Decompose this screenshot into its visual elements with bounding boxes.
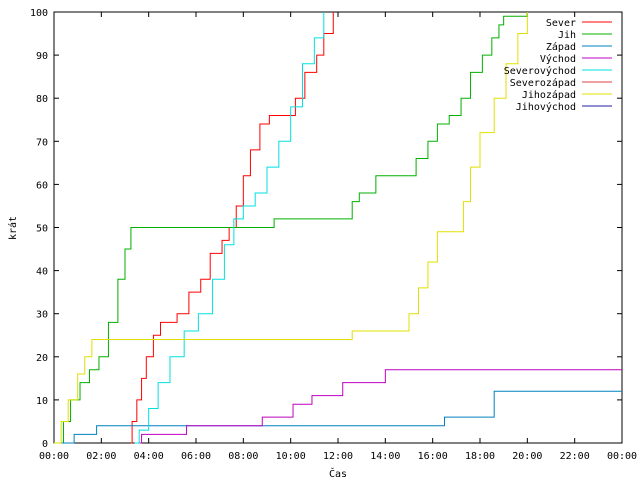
x-tick-label: 08:00 <box>228 451 258 462</box>
legend-label: Jihovýchod <box>516 101 576 113</box>
x-tick-label: 12:00 <box>323 451 353 462</box>
series-line-západ <box>54 390 622 444</box>
y-tick-label: 40 <box>36 267 48 278</box>
x-tick-label: 10:00 <box>276 451 306 462</box>
series-line-jihozápad <box>54 12 528 444</box>
axis-ticks: 00:00 02:00 04:00 06:00 08:00 10:00 12:00 14:00… <box>30 8 637 462</box>
series-line-sever <box>130 12 334 444</box>
x-tick-label: 02:00 <box>86 451 116 462</box>
legend-label: Jih <box>558 30 576 41</box>
x-tick-label: 18:00 <box>465 451 495 462</box>
y-tick-label: 90 <box>36 51 48 62</box>
y-tick-label: 20 <box>36 353 48 364</box>
legend-label: Severozápad <box>510 77 576 89</box>
series-line-severovýchod <box>134 12 325 444</box>
legend-label: Severovýchod <box>504 65 576 77</box>
legend-label: Východ <box>540 53 576 65</box>
legend: SeverJihZápadVýchodSeverovýchodSeverozáp… <box>504 18 612 113</box>
legend-label: Jihozápad <box>522 89 576 101</box>
x-tick-label: 22:00 <box>560 451 590 462</box>
y-tick-label: 0 <box>42 439 48 450</box>
x-tick-label: 14:00 <box>370 451 400 462</box>
legend-label: Západ <box>546 41 576 53</box>
y-tick-label: 10 <box>36 396 48 407</box>
x-tick-label: 16:00 <box>418 451 448 462</box>
x-tick-label: 04:00 <box>134 451 164 462</box>
legend-label: Sever <box>546 18 576 29</box>
x-tick-label: 00:00 <box>607 451 637 462</box>
x-tick-label: 06:00 <box>181 451 211 462</box>
y-tick-label: 50 <box>36 224 48 235</box>
y-tick-label: 70 <box>36 137 48 148</box>
series-line-východ <box>139 369 622 444</box>
y-tick-label: 30 <box>36 310 48 321</box>
y-tick-label: 80 <box>36 94 48 105</box>
x-axis-label: Čas <box>329 467 347 480</box>
series-lines <box>54 12 622 444</box>
series-line-jih <box>54 12 528 444</box>
y-tick-label: 100 <box>30 8 48 19</box>
x-tick-label: 00:00 <box>39 451 69 462</box>
y-axis-label: krát <box>7 216 19 240</box>
x-tick-label: 20:00 <box>512 451 542 462</box>
y-tick-label: 60 <box>36 180 48 191</box>
